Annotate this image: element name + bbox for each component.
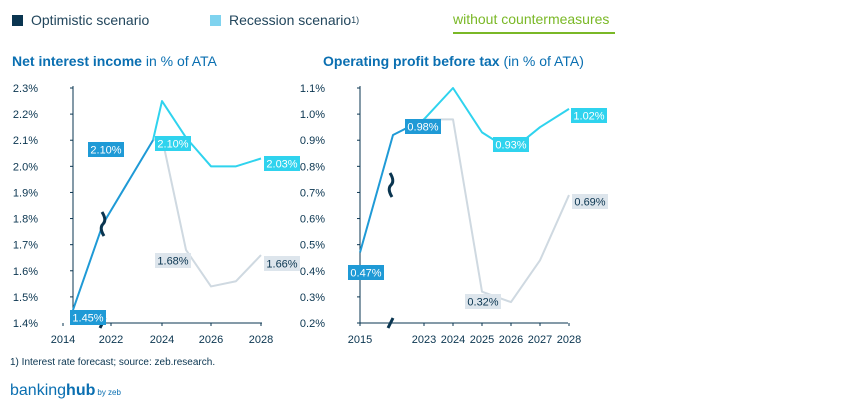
chart2-y-tick-label: 0.3% — [300, 292, 325, 304]
chart2-y-tick-label: 0.6% — [300, 214, 325, 226]
chart2-y-tick-label: 1.1% — [300, 83, 325, 95]
legend-recession-label: Recession scenario — [229, 12, 352, 28]
chart2-x-tick-label: 2028 — [557, 334, 581, 346]
chart1-x-tick-label: 2014 — [51, 334, 75, 346]
chart2-title-main: Operating profit before tax — [323, 53, 500, 69]
chart1-data-label: 2.10% — [90, 145, 121, 157]
legend-optimistic-swatch — [12, 14, 23, 26]
chart1-x-tick-label: 2022 — [99, 334, 123, 346]
chart2-y-tick-label: 0.2% — [300, 318, 325, 330]
chart2-line-break — [387, 172, 395, 198]
chart2-data-label-box — [572, 194, 608, 209]
chart2-data-label-box — [405, 119, 441, 134]
chart2-y-tick-label: 0.7% — [300, 187, 325, 199]
chart1-data-label-box — [264, 256, 300, 271]
chart1-data-label: 1.68% — [157, 256, 188, 268]
chart1-data-label: 2.03% — [266, 159, 297, 171]
brand-logo: bankinghub by zeb — [10, 382, 121, 400]
chart2-y-tick-label: 0.4% — [300, 266, 325, 278]
chart1-data-label-box — [70, 310, 106, 325]
chart2-x-tick-label: 2015 — [348, 334, 372, 346]
chart2-y-tick-label: 0.8% — [300, 161, 325, 173]
chart2-data-label: 0.69% — [574, 197, 605, 209]
chart2-x-tick-label: 2024 — [441, 334, 465, 346]
legend-optimistic-label: Optimistic scenario — [31, 12, 150, 28]
chart2-data-label: 0.93% — [495, 140, 526, 152]
chart2-title-suffix: (in % of ATA) — [499, 53, 584, 69]
chart1-data-label-box — [264, 156, 300, 171]
chart2: 1.1% 1.0% 0.9% 0.8% 0.7% 0.6% 0.5% 0.4% 0.3% 0.2%… — [300, 83, 608, 346]
chart1-x-tick-label: 2028 — [249, 334, 273, 346]
chart1-x-tick-label: 2026 — [199, 334, 223, 346]
chart1-y-tick-label: 1.7% — [13, 240, 38, 252]
chart1-series-recession — [152, 100, 262, 168]
chart1-series-optimistic — [72, 139, 154, 311]
chart2-y-tick-label: 0.9% — [300, 135, 325, 147]
chart2-x-tick-label: 2026 — [499, 334, 523, 346]
chart1-data-label: 2.10% — [157, 139, 188, 151]
chart1-y-tick-label: 1.6% — [13, 266, 38, 278]
chart2-x-tick-label: 2025 — [470, 334, 494, 346]
chart1-y-tick-label: 2.2% — [13, 109, 38, 121]
chart1-x-tick-label: 2024 — [150, 334, 174, 346]
chart1-data-label: 1.66% — [266, 259, 297, 271]
chart1-y-tick-label: 1.4% — [13, 318, 38, 330]
chart2-data-label-box — [571, 108, 607, 123]
chart1-y-tick-label: 2.3% — [13, 83, 38, 95]
chart2-x-tick-label: 2027 — [528, 334, 552, 346]
chart1-y-tick-label: 2.0% — [13, 161, 38, 173]
chart1-data-label-box — [155, 136, 191, 151]
chart2-data-label: 0.32% — [467, 297, 498, 309]
brand-name-bold: hub — [66, 382, 96, 399]
chart1-data-label: 1.45% — [72, 313, 103, 325]
chart1-title-main: Net interest income — [12, 53, 142, 69]
chart2-x-tick-label: 2023 — [412, 334, 436, 346]
brand-name-light: banking — [10, 382, 67, 399]
chart1-title: Net interest income in % of ATA — [12, 53, 217, 69]
legend-optimistic: Optimistic scenario — [12, 12, 149, 28]
chart2-data-label: 0.98% — [407, 122, 438, 134]
chart1-title-suffix: in % of ATA — [141, 53, 217, 69]
chart2-y-tick-label: 0.5% — [300, 240, 325, 252]
chart2-x-axis-break — [386, 317, 395, 329]
chart1-y-tick-label: 1.8% — [13, 214, 38, 226]
chart1-y-tick-label: 1.5% — [13, 292, 38, 304]
chart2-y-tick-label: 1.0% — [300, 109, 325, 121]
chart2-data-label: 0.47% — [350, 268, 381, 280]
legend-recession: Recession scenario 1) — [210, 12, 359, 28]
chart1: 2.3% 2.2% 2.1% 2.0% 1.9% 1.8% 1.7% 1.6% 1.5% 1.4%… — [13, 83, 300, 346]
chart2-data-label-box — [493, 137, 529, 152]
chart1-data-label-box — [88, 142, 124, 157]
chart2-title: Operating profit before tax (in % of ATA… — [323, 53, 584, 69]
chart1-data-label-box — [155, 253, 191, 268]
legend-recession-note: 1) — [351, 15, 360, 25]
footnote: 1) Interest rate forecast; source: zeb.r… — [10, 357, 216, 368]
chart1-y-tick-label: 1.9% — [13, 187, 38, 199]
chart2-data-label-box — [348, 265, 384, 280]
chart1-y-tick-label: 2.1% — [13, 135, 38, 147]
legend-without-underline — [453, 32, 615, 34]
legend: Optimistic scenario Recession scenario 1)… — [12, 6, 632, 36]
chart1-line-break — [99, 211, 107, 237]
legend-without-label: without countermeasures — [453, 11, 610, 27]
legend-recession-swatch — [210, 14, 221, 26]
brand-sub: by zeb — [97, 388, 121, 397]
chart2-data-label: 1.02% — [573, 111, 604, 123]
chart2-data-label-box — [465, 294, 501, 309]
